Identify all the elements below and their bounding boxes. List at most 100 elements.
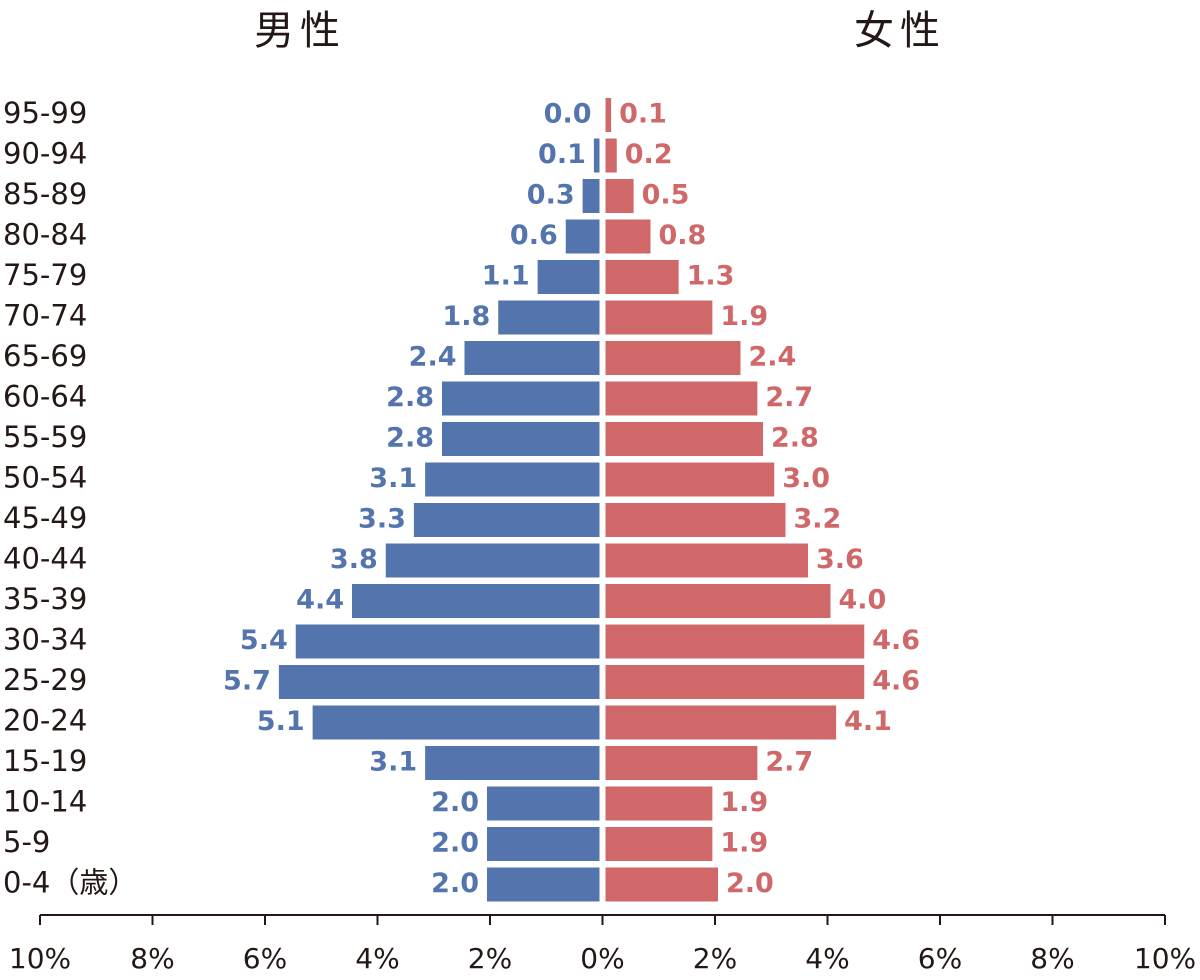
bar [593, 138, 600, 173]
category-label: 20-24 [3, 704, 87, 738]
x-tick-label: 10% [1134, 942, 1196, 975]
series-title: 女性 [854, 8, 946, 54]
bar [442, 422, 600, 456]
value-label: 5.1 [257, 706, 305, 737]
x-tick-label: 6% [243, 942, 287, 975]
category-label: 75-79 [3, 258, 87, 292]
value-label: 0.8 [659, 220, 707, 251]
x-tick-label: 2% [468, 942, 512, 975]
bar [605, 624, 865, 659]
bar [425, 462, 600, 497]
bar [498, 300, 600, 335]
category-label: 70-74 [3, 299, 87, 333]
value-label: 1.8 [442, 301, 490, 332]
bar [464, 341, 600, 375]
bar [352, 584, 600, 618]
bar [605, 341, 741, 375]
value-label: 2.0 [431, 868, 479, 899]
category-label: 15-19 [3, 744, 87, 778]
value-label: 5.7 [223, 666, 271, 697]
bar [605, 665, 865, 699]
bar [605, 260, 679, 294]
value-label: 3.2 [794, 504, 842, 535]
value-label: 1.9 [720, 301, 768, 332]
bar [605, 584, 831, 618]
value-label: 3.3 [358, 504, 406, 535]
category-label: 10-14 [3, 785, 87, 819]
value-label: 2.4 [409, 342, 457, 373]
value-label: 3.1 [369, 747, 417, 778]
series-title: 男性 [254, 8, 346, 54]
value-label: 5.4 [240, 625, 288, 656]
bar [605, 422, 763, 456]
value-label: 1.9 [720, 787, 768, 818]
bar [487, 827, 600, 861]
value-label: 2.8 [386, 423, 434, 454]
value-label: 2.8 [771, 423, 819, 454]
value-label: 0.0 [544, 99, 592, 130]
category-label: 80-84 [3, 218, 87, 252]
bar [605, 827, 713, 861]
x-tick-label: 2% [693, 942, 737, 975]
bar [605, 179, 634, 213]
category-label: 55-59 [3, 420, 87, 454]
value-label: 0.6 [510, 220, 558, 251]
value-label: 1.9 [720, 828, 768, 859]
value-label: 2.0 [726, 868, 774, 899]
value-label: 2.0 [431, 828, 479, 859]
bar [312, 705, 600, 740]
value-label: 2.4 [749, 342, 797, 373]
category-label: 5-9 [3, 825, 50, 859]
bar [582, 179, 600, 213]
bar [605, 503, 786, 537]
bar [605, 746, 758, 780]
x-tick-label: 6% [918, 942, 962, 975]
bar [487, 867, 600, 902]
x-tick-label: 8% [1030, 942, 1074, 975]
value-label: 4.1 [844, 706, 892, 737]
value-label: 2.0 [431, 787, 479, 818]
value-label: 0.1 [619, 99, 667, 130]
value-label: 4.0 [839, 585, 887, 616]
category-label: 65-69 [3, 339, 87, 373]
bar [295, 624, 600, 659]
bar [605, 300, 713, 335]
bar [605, 219, 651, 254]
category-label: 60-64 [3, 380, 87, 414]
value-label: 2.7 [765, 747, 813, 778]
bar [442, 381, 600, 416]
category-label: 0-4（歳） [3, 866, 137, 900]
value-label: 1.3 [687, 261, 735, 292]
bar [565, 219, 600, 254]
category-label: 50-54 [3, 461, 87, 495]
category-label: 95-99 [3, 96, 87, 130]
x-tick-label: 10% [9, 942, 71, 975]
bar [605, 705, 837, 740]
category-label: 90-94 [3, 137, 87, 171]
bar [605, 98, 612, 132]
bar [425, 746, 600, 780]
bar [487, 786, 600, 821]
category-label: 40-44 [3, 542, 87, 576]
category-label: 45-49 [3, 501, 87, 535]
value-label: 4.6 [872, 625, 920, 656]
bar [605, 867, 718, 902]
bar [605, 462, 775, 497]
x-tick-label: 4% [805, 942, 849, 975]
bar [605, 138, 617, 173]
x-tick-label: 0% [580, 942, 624, 975]
value-label: 0.5 [642, 180, 690, 211]
value-label: 3.6 [816, 544, 864, 575]
value-label: 0.2 [625, 139, 673, 170]
bar [385, 543, 600, 578]
bar [537, 260, 600, 294]
category-label: 30-34 [3, 623, 87, 657]
value-label: 3.1 [369, 463, 417, 494]
value-label: 2.8 [386, 382, 434, 413]
category-label: 35-39 [3, 582, 87, 616]
bar [413, 503, 600, 537]
value-label: 4.6 [872, 666, 920, 697]
bar [605, 786, 713, 821]
bar [605, 381, 758, 416]
